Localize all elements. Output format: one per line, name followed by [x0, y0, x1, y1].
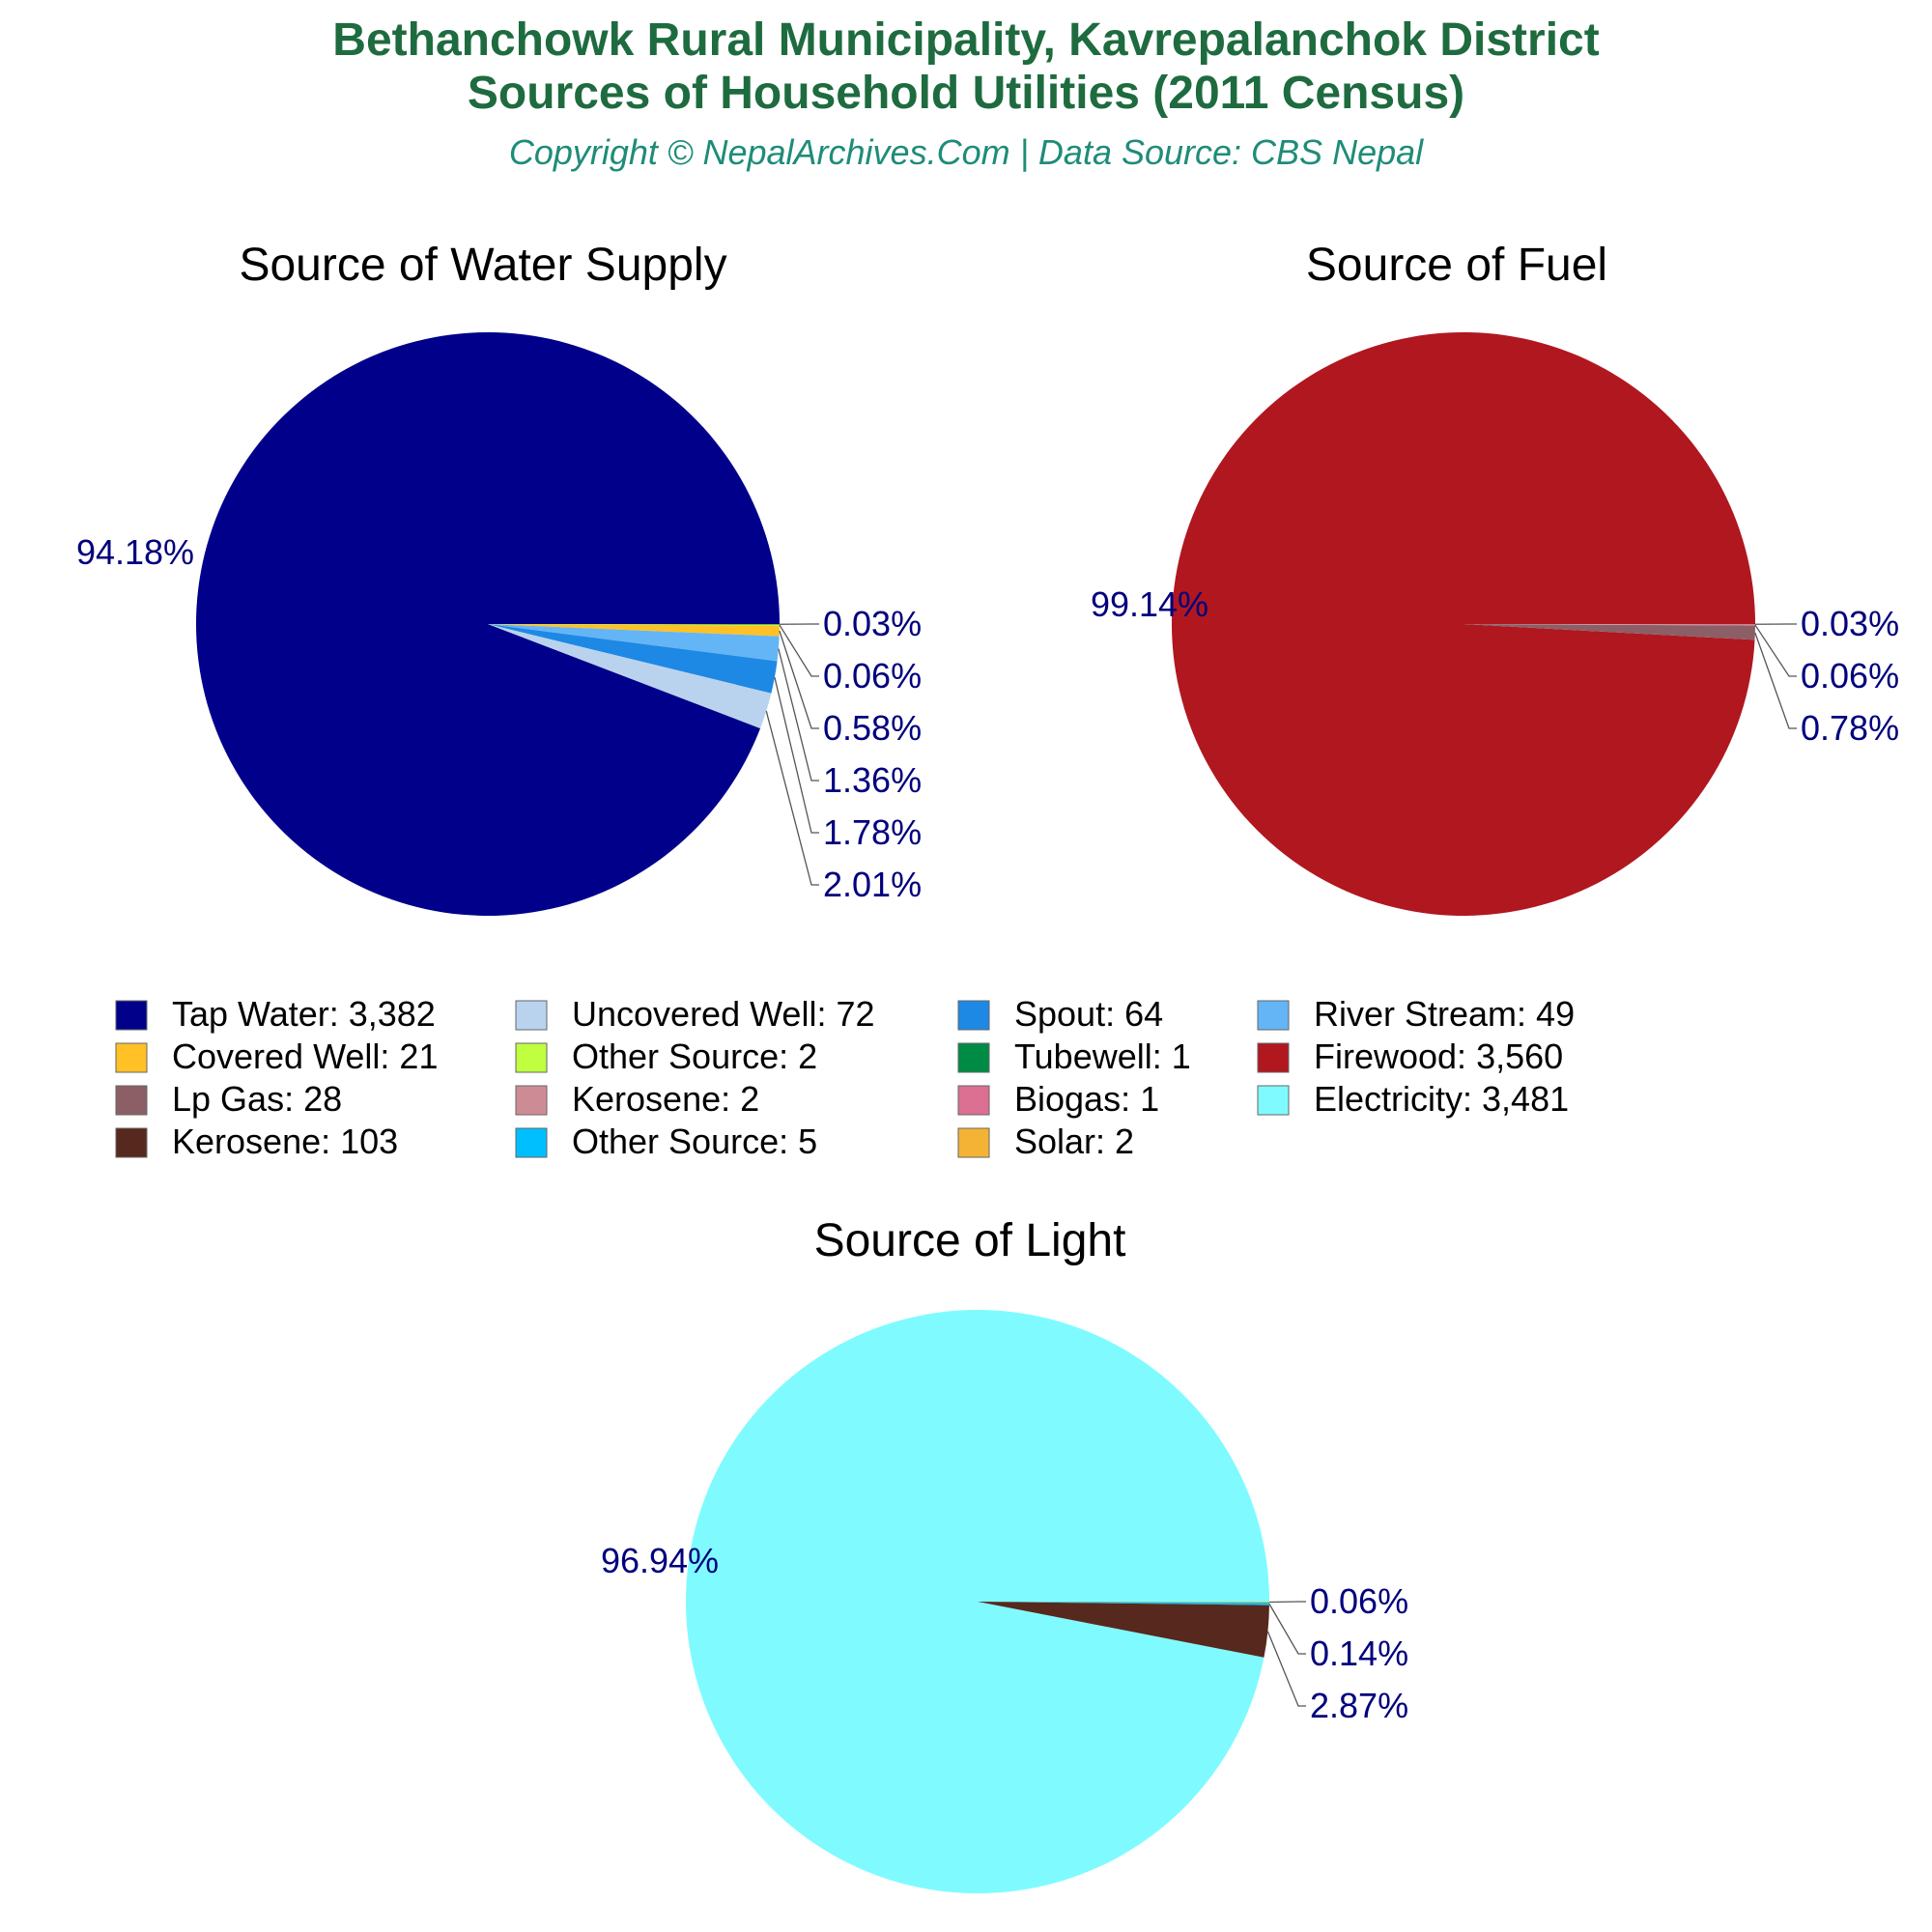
slice-kerosene: [1463, 624, 1755, 626]
leader-line-covered-well: [779, 630, 819, 729]
pct-label-solar: 0.06%: [1310, 1581, 1408, 1621]
light-chart-title: Source of Light: [814, 1215, 1126, 1266]
legend-label: Firewood: 3,560: [1314, 1037, 1563, 1076]
pct-label-other-source: 0.14%: [1310, 1634, 1408, 1673]
legend-label: Tap Water: 3,382: [172, 994, 436, 1034]
pct-label-other-source: 0.06%: [823, 656, 922, 696]
legend-swatch: [515, 1000, 548, 1031]
legend-swatch: [957, 1042, 990, 1073]
figure-title-line1: Bethanchowk Rural Municipality, Kavrepal…: [332, 14, 1599, 66]
pct-label-spout: 1.78%: [823, 812, 922, 852]
legend-item-other-source-2: Other Source: 2: [515, 1037, 817, 1076]
legend-label: Lp Gas: 28: [172, 1079, 342, 1119]
slice-electricity: [685, 1310, 1269, 1894]
legend-label: Electricity: 3,481: [1314, 1079, 1569, 1119]
legend-item-spout-64: Spout: 64: [957, 994, 1163, 1034]
legend-label: Biogas: 1: [1014, 1079, 1159, 1119]
legend-label: Uncovered Well: 72: [572, 994, 875, 1034]
figure-title-line2: Sources of Household Utilities (2011 Cen…: [468, 68, 1464, 119]
legend-swatch: [115, 1042, 148, 1073]
slice-other-source: [488, 624, 780, 626]
light-pie: 96.94% 0.06% 0.14% 2.87%: [601, 1310, 1408, 1894]
legend-swatch: [515, 1127, 548, 1158]
pct-label-tap-water: 94.18%: [76, 532, 194, 572]
fuel-chart-title: Source of Fuel: [1306, 240, 1607, 291]
leader-line-solar: [1268, 1601, 1306, 1604]
slice-firewood: [1172, 332, 1755, 917]
slice-tubewell: [488, 624, 780, 625]
leader-line-lp-gas: [1754, 632, 1797, 729]
legend-item-lp-gas-28: Lp Gas: 28: [115, 1079, 342, 1119]
legend-swatch: [115, 1127, 148, 1158]
slice-river-stream: [488, 624, 780, 662]
legend-label: Kerosene: 2: [572, 1079, 759, 1119]
legend-label: Solar: 2: [1014, 1122, 1134, 1161]
legend-item-firewood-3-560: Firewood: 3,560: [1257, 1037, 1563, 1076]
pct-label-tubewell: 0.03%: [823, 604, 922, 643]
legend-item-kerosene-2: Kerosene: 2: [515, 1079, 759, 1119]
slice-covered-well: [488, 624, 780, 637]
legend-label: Covered Well: 21: [172, 1037, 438, 1076]
legend-swatch: [515, 1085, 548, 1116]
slice-uncovered-well: [488, 624, 772, 728]
legend-swatch: [957, 1127, 990, 1158]
leader-line-spout: [774, 677, 819, 834]
legend-item-other-source-5: Other Source: 5: [515, 1122, 817, 1161]
legend-item-kerosene-103: Kerosene: 103: [115, 1122, 398, 1161]
pct-label-firewood: 99.14%: [1091, 584, 1208, 624]
legend-label: River Stream: 49: [1314, 994, 1575, 1034]
slice-biogas: [1463, 624, 1756, 625]
water-supply-pie: 94.18% 0.03% 0.06% 0.58% 1.36% 1.78% 2.01%: [76, 331, 922, 916]
slice-other-source: [978, 1602, 1269, 1605]
legend-label: Kerosene: 103: [172, 1122, 398, 1161]
leader-line-river-stream: [778, 648, 819, 781]
pct-label-lp-gas: 0.78%: [1801, 708, 1899, 748]
legend-swatch: [957, 1000, 990, 1031]
legend-item-tubewell-1: Tubewell: 1: [957, 1037, 1191, 1076]
legend-item-solar-2: Solar: 2: [957, 1122, 1134, 1161]
legend-item-electricity-3-481: Electricity: 3,481: [1257, 1079, 1569, 1119]
legend-swatch: [957, 1085, 990, 1116]
legend-swatch: [515, 1042, 548, 1073]
slice-lp-gas: [1463, 624, 1755, 640]
legend-label: Other Source: 5: [572, 1122, 817, 1161]
legend-item-river-stream-49: River Stream: 49: [1257, 994, 1575, 1034]
leader-line-kerosene: [1266, 1631, 1306, 1707]
slice-kerosene: [978, 1602, 1269, 1658]
pct-label-kerosene: 2.87%: [1310, 1686, 1408, 1725]
leader-line-uncovered-well: [765, 710, 819, 886]
legend-label: Spout: 64: [1014, 994, 1163, 1034]
legend-swatch: [1257, 1042, 1290, 1073]
pct-label-uncovered-well: 2.01%: [823, 865, 922, 904]
water-chart-title: Source of Water Supply: [239, 240, 726, 291]
legend-swatch: [1257, 1085, 1290, 1116]
legend-item-covered-well-21: Covered Well: 21: [115, 1037, 438, 1076]
leader-line-other-source: [1268, 1604, 1306, 1655]
leader-line-other-source: [779, 624, 819, 677]
slice-solar: [978, 1602, 1269, 1604]
leader-line-kerosene: [1754, 624, 1797, 677]
pct-label-kerosene: 0.06%: [1801, 656, 1899, 696]
legend-swatch: [115, 1000, 148, 1031]
legend-item-tap-water-3-382: Tap Water: 3,382: [115, 994, 436, 1034]
legend-item-uncovered-well-72: Uncovered Well: 72: [515, 994, 875, 1034]
slice-tap-water: [196, 331, 780, 916]
pct-label-electricity: 96.94%: [601, 1541, 719, 1580]
legend-label: Other Source: 2: [572, 1037, 817, 1076]
pct-label-covered-well: 0.58%: [823, 708, 922, 748]
legend-item-biogas-1: Biogas: 1: [957, 1079, 1159, 1119]
legend-swatch: [115, 1085, 148, 1116]
pct-label-river-stream: 1.36%: [823, 760, 922, 800]
fuel-pie: 99.14% 0.03% 0.06% 0.78%: [1091, 332, 1899, 917]
legend-swatch: [1257, 1000, 1290, 1031]
pct-label-biogas: 0.03%: [1801, 604, 1899, 643]
figure-subtitle: Copyright © NepalArchives.Com | Data Sou…: [509, 132, 1424, 172]
legend: Tap Water: 3,382 Uncovered Well: 72 Spout:…: [115, 994, 1575, 1161]
slice-spout: [488, 624, 778, 694]
legend-label: Tubewell: 1: [1014, 1037, 1191, 1076]
